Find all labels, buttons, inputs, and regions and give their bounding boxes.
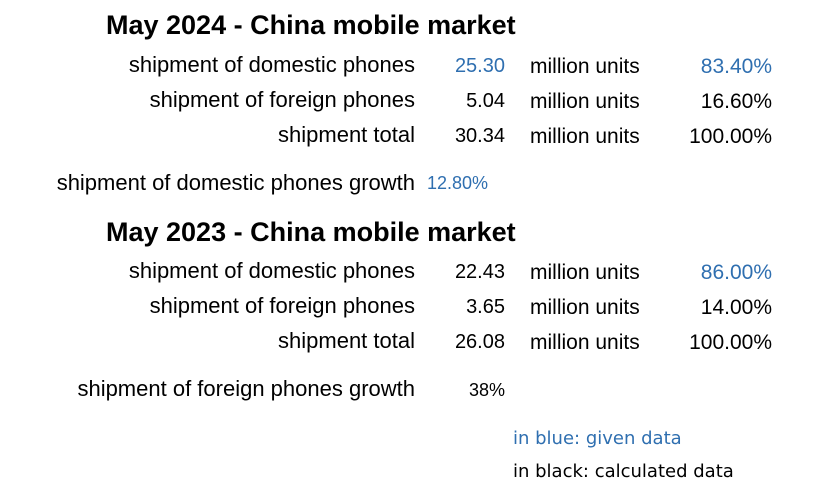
row-2024-domestic-label: shipment of domestic phones: [128, 52, 415, 77]
row-2023-foreign-percent: 14.00%: [700, 296, 772, 319]
growth-2023-value: 38%: [468, 380, 505, 400]
row-2024-domestic-value: 25.30: [454, 55, 505, 77]
title-2023: May 2023 - China mobile market: [106, 217, 516, 247]
row-2023-foreign-value: 3.65: [466, 296, 505, 318]
row-2024-foreign-unit: million units: [530, 90, 640, 113]
row-2023-domestic-label: shipment of domestic phones: [128, 258, 415, 283]
row-2024-total-unit: million units: [530, 125, 640, 148]
growth-2023-label: shipment of foreign phones growth: [77, 376, 415, 401]
row-2024-total-percent: 100.00%: [689, 125, 772, 148]
row-2024-foreign-label: shipment of foreign phones: [149, 87, 415, 112]
row-2023-domestic-unit: million units: [530, 261, 640, 284]
row-2024-total-label: shipment total: [278, 122, 415, 147]
row-2023-domestic-percent: 86.00%: [700, 261, 772, 284]
row-2023-total-label: shipment total: [278, 328, 415, 353]
growth-2024-value: 12.80%: [427, 173, 489, 193]
row-2024-domestic-percent: 83.40%: [700, 55, 772, 78]
row-2023-total-value: 26.08: [454, 331, 505, 353]
row-2023-total-unit: million units: [530, 331, 640, 354]
row-2024-foreign-value: 5.04: [466, 90, 505, 112]
row-2024-foreign-percent: 16.60%: [700, 90, 772, 113]
row-2023-total-percent: 100.00%: [689, 331, 772, 354]
legend-given: in blue: given data: [513, 428, 682, 449]
growth-2024-label: shipment of domestic phones growth: [56, 170, 415, 195]
title-2024: May 2024 - China mobile market: [106, 10, 516, 40]
row-2023-foreign-unit: million units: [530, 296, 640, 319]
row-2024-domestic-unit: million units: [530, 55, 640, 78]
row-2024-total-value: 30.34: [454, 125, 505, 147]
row-2023-domestic-value: 22.43: [454, 261, 505, 283]
row-2023-foreign-label: shipment of foreign phones: [149, 293, 415, 318]
legend-calculated: in black: calculated data: [513, 461, 734, 482]
